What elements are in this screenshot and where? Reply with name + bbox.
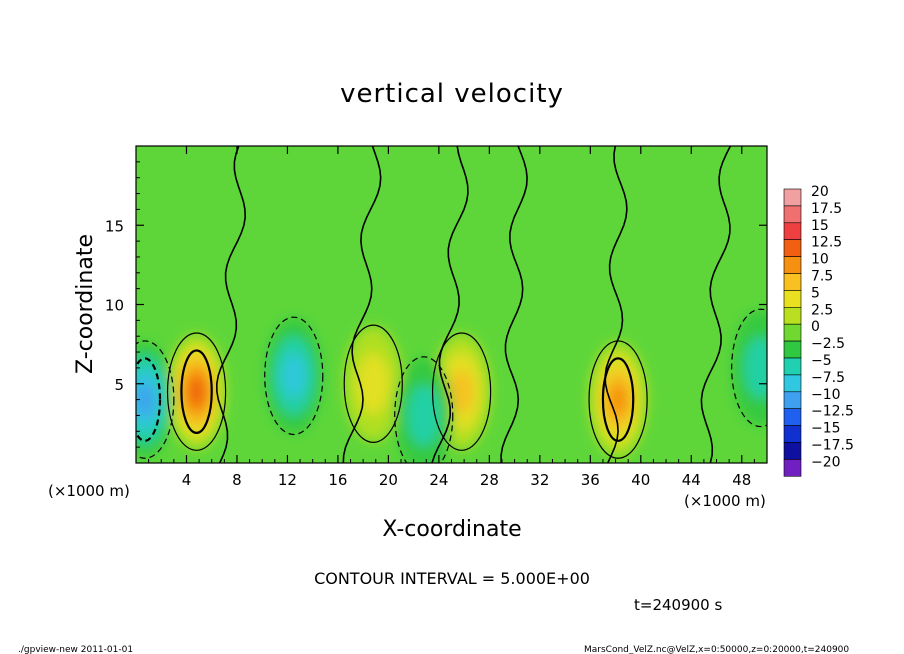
- zero-contour: [604, 146, 628, 463]
- downdraft-shade: [281, 353, 307, 398]
- colorbar-swatch: [783, 323, 802, 342]
- colorbar-label: −2.5: [811, 336, 845, 352]
- x-unit-note-right: (×1000 m): [684, 492, 766, 510]
- contour-5: [431, 332, 492, 451]
- plot-area: [136, 146, 767, 463]
- x-tick-label: 32: [530, 471, 549, 489]
- contour-5: [166, 332, 227, 451]
- colorbar-swatch: [783, 273, 802, 291]
- x-axis: 4 8 12 16 20 24 28 32 36 40 44 48: [148, 146, 755, 489]
- y-axis: 5 10 15: [105, 161, 767, 448]
- x-tick-label: 28: [480, 471, 499, 489]
- colorbar-swatch: [783, 205, 802, 224]
- footer-left: ./gpview-new 2011-01-01: [18, 645, 133, 654]
- updraft-shade: [607, 382, 629, 418]
- colorbar-swatch: [783, 408, 802, 426]
- downdraft-shade: [407, 384, 441, 447]
- contour-10: [601, 357, 635, 442]
- downdraft-shade: [744, 336, 767, 399]
- contour-interval-text: CONTOUR INTERVAL = 5.000E+00: [314, 569, 590, 588]
- x-tick-label: 48: [732, 471, 751, 489]
- colorbar-label: 12.5: [811, 235, 842, 251]
- contour-5: [136, 340, 175, 459]
- chart-title: vertical velocity: [340, 79, 564, 109]
- x-tick-label: 20: [379, 471, 398, 489]
- contour-5: [264, 316, 324, 436]
- colorbar-swatch: [783, 357, 802, 376]
- colorbar-swatch: [783, 340, 802, 359]
- colorbar-label: −15: [811, 421, 841, 437]
- updraft-shade: [356, 352, 390, 415]
- colorbar-label: −12.5: [811, 404, 854, 420]
- colorbar-label: 15: [811, 218, 829, 234]
- x-unit-note-left: (×1000 m): [48, 482, 130, 500]
- colorbar-swatch: [783, 391, 802, 409]
- x-tick-label: 44: [682, 471, 701, 489]
- x-tick-label: 4: [182, 471, 192, 489]
- colorbar-swatch: [783, 290, 802, 308]
- colorbar-swatch: [783, 459, 802, 477]
- colorbar-label: 10: [811, 252, 829, 268]
- colorbar-label: 5: [811, 285, 820, 301]
- colorbar-label: −7.5: [811, 370, 845, 386]
- contour-5: [394, 356, 454, 463]
- colorbar-label: 2.5: [811, 302, 833, 318]
- y-tick-label: 10: [105, 297, 124, 315]
- contour-5: [343, 324, 403, 443]
- footer-right: MarsCond_VelZ.nc@VelZ,x=0:50000,z=0:2000…: [584, 645, 849, 654]
- x-tick-label: 40: [631, 471, 650, 489]
- y-axis-label: Z-coordinate: [73, 234, 98, 374]
- y-tick-label: 15: [105, 217, 124, 235]
- colorbar-swatch: [783, 306, 802, 325]
- x-tick-label: 16: [328, 471, 347, 489]
- colorbar-swatch: [783, 256, 802, 274]
- colorbar-swatch: [783, 222, 802, 241]
- contour-10: [136, 357, 162, 442]
- x-axis-label: X-coordinate: [382, 517, 521, 542]
- colorbar-label: 7.5: [811, 269, 833, 285]
- zero-contour: [500, 146, 528, 463]
- colorbar-label: 0: [811, 319, 820, 335]
- contour-lines: [136, 146, 767, 463]
- colorbar-label: −17.5: [811, 438, 854, 454]
- downdraft-shade: [136, 382, 156, 418]
- colorbar-label: −5: [811, 353, 832, 369]
- colorbar-swatch: [783, 374, 802, 393]
- zero-contour: [700, 146, 732, 463]
- x-tick-label: 36: [581, 471, 600, 489]
- x-tick-label: 24: [429, 471, 448, 489]
- colorbar-swatch: [783, 239, 802, 257]
- colorbar-swatch: [783, 442, 802, 460]
- y-tick-label: 5: [114, 376, 124, 394]
- zero-contour: [342, 146, 382, 463]
- time-text: t=240900 s: [634, 596, 722, 614]
- updraft-shade: [449, 369, 475, 414]
- x-tick-label: 8: [232, 471, 242, 489]
- colorbar-swatch: [783, 425, 802, 443]
- colorbar: 2017.51512.5107.552.50−2.5−5−7.5−10−12.5…: [783, 184, 854, 477]
- updraft-shade: [187, 376, 206, 407]
- zero-contour: [215, 146, 247, 463]
- contour-5: [731, 308, 767, 428]
- colorbar-label: 20: [811, 184, 829, 200]
- zero-contour: [431, 146, 469, 463]
- colorbar-swatch: [783, 188, 802, 207]
- colorbar-label: 17.5: [811, 201, 842, 217]
- colorbar-label: −10: [811, 387, 841, 403]
- x-tick-label: 12: [278, 471, 297, 489]
- colorbar-label: −20: [811, 454, 841, 470]
- contour-10: [180, 349, 213, 434]
